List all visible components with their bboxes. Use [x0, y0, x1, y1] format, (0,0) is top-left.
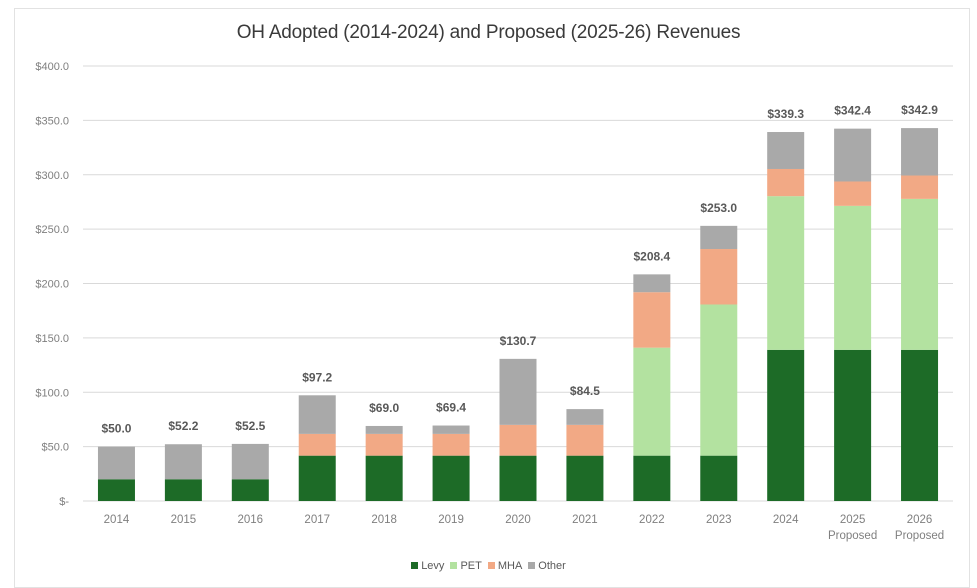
bar-segment-pet	[700, 304, 738, 456]
legend: Levy PET MHA Other	[0, 560, 977, 572]
y-axis: $- $50.0 $100.0 $150.0 $200.0 $250.0 $300.0 $35…	[35, 61, 69, 508]
x-tick-label: 2017	[304, 514, 330, 526]
bar-segment-levy	[767, 349, 805, 501]
legend-item-mha: MHA	[487, 560, 523, 572]
bar-segment-mha	[767, 168, 805, 197]
bar-segment-mha	[432, 433, 470, 456]
x-tick-label: 2025	[840, 514, 866, 526]
bar-segment-mha	[901, 175, 939, 199]
bar-segment-other	[298, 395, 336, 434]
legend-swatch	[528, 562, 536, 569]
bar-segment-mha	[499, 424, 537, 456]
bar-segment-levy	[365, 455, 403, 501]
x-tick-label: 2021	[572, 514, 598, 526]
total-data-label: $52.2	[168, 419, 198, 433]
bar-segment-other	[901, 128, 939, 176]
total-data-label: $50.0	[101, 422, 131, 436]
bar-segment-levy	[834, 349, 872, 501]
bar-segment-pet	[834, 205, 872, 350]
legend-swatch	[411, 562, 419, 569]
total-data-label: $342.9	[901, 103, 938, 117]
legend-label: Other	[538, 560, 566, 572]
y-tick-label: $200.0	[35, 279, 69, 291]
bar-segment-other	[767, 132, 805, 169]
y-tick-label: $100.0	[35, 387, 69, 399]
bars	[97, 128, 939, 501]
x-tick-label: Proposed	[828, 530, 877, 542]
bar-segment-mha	[566, 424, 604, 456]
y-tick-label: $50.0	[41, 442, 69, 454]
bar-segment-levy	[633, 455, 671, 501]
bar-segment-levy	[432, 455, 470, 501]
bar-segment-other	[231, 443, 269, 480]
x-tick-label: 2015	[171, 514, 197, 526]
total-data-label: $69.4	[436, 401, 466, 415]
bar-segment-mha	[365, 433, 403, 456]
bar-segment-other	[97, 446, 135, 480]
bar-segment-mha	[700, 249, 738, 305]
total-data-label: $97.2	[302, 370, 332, 384]
bar-segment-other	[432, 425, 470, 434]
legend-item-other: Other	[528, 560, 566, 572]
bar-segment-levy	[901, 349, 939, 501]
bar-segment-levy	[566, 455, 604, 501]
data-labels: $50.0 $52.2 $52.5 $97.2 $69.0 $69.4 $130.7 $84.…	[101, 103, 938, 436]
x-tick-label: 2019	[438, 514, 464, 526]
bar-segment-other	[365, 425, 403, 434]
bar-segment-levy	[298, 455, 336, 501]
x-tick-label: 2024	[773, 514, 799, 526]
legend-item-levy: Levy	[411, 560, 444, 572]
total-data-label: $52.5	[235, 419, 265, 433]
legend-item-pet: PET	[450, 560, 482, 572]
legend-swatch	[450, 562, 458, 569]
bar-segment-pet	[633, 347, 671, 456]
bar-segment-pet	[767, 196, 805, 350]
x-tick-label: 2026	[907, 514, 933, 526]
bar-segment-other	[633, 274, 671, 293]
bar-segment-other	[566, 409, 604, 425]
y-tick-label: $250.0	[35, 224, 69, 236]
chart-title: OH Adopted (2014-2024) and Proposed (202…	[236, 22, 741, 43]
legend-label: MHA	[497, 560, 523, 572]
total-data-label: $84.5	[570, 384, 600, 398]
total-data-label: $253.0	[700, 201, 737, 215]
y-tick-label: $-	[59, 496, 69, 508]
y-tick-label: $150.0	[35, 333, 69, 345]
bar-segment-levy	[499, 455, 537, 501]
bar-segment-mha	[834, 181, 872, 206]
bar-segment-levy	[700, 455, 738, 501]
y-tick-label: $350.0	[35, 115, 69, 127]
total-data-label: $130.7	[500, 334, 537, 348]
x-tick-label: Proposed	[895, 530, 944, 542]
x-tick-label: 2023	[706, 514, 732, 526]
bar-segment-mha	[633, 292, 671, 348]
y-tick-label: $400.0	[35, 61, 69, 73]
x-tick-label: 2022	[639, 514, 665, 526]
legend-label: PET	[460, 560, 482, 572]
bar-segment-levy	[231, 479, 269, 501]
x-axis: 2014 2015 2016 2017 2018 2019 2020 2021 2022 2023…	[104, 514, 944, 542]
bar-segment-other	[834, 128, 872, 182]
bar-segment-other	[700, 225, 738, 250]
legend-swatch	[487, 562, 495, 569]
bar-segment-other	[164, 444, 202, 480]
bar-segment-levy	[164, 479, 202, 501]
bar-segment-other	[499, 358, 537, 425]
y-tick-label: $300.0	[35, 170, 69, 182]
bar-segment-pet	[901, 198, 939, 350]
bar-segment-levy	[97, 479, 135, 501]
total-data-label: $342.4	[834, 104, 871, 118]
total-data-label: $69.0	[369, 401, 399, 415]
total-data-label: $208.4	[633, 249, 670, 263]
x-tick-label: 2020	[505, 514, 531, 526]
bar-segment-mha	[298, 433, 336, 456]
x-tick-label: 2018	[371, 514, 397, 526]
legend-label: Levy	[421, 560, 445, 572]
x-tick-label: 2014	[104, 514, 130, 526]
stacked-bar-chart: $- $50.0 $100.0 $150.0 $200.0 $250.0 $300.0 $35…	[35, 61, 953, 542]
total-data-label: $339.3	[767, 107, 804, 121]
x-tick-label: 2016	[238, 514, 264, 526]
